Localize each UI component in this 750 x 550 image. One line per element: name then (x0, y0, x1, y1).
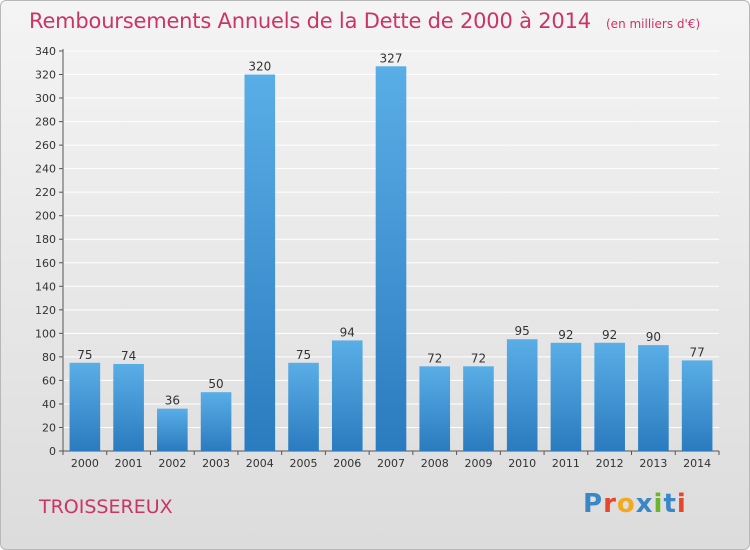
logo-letter: i (653, 489, 664, 519)
chart-title-block: Remboursements Annuels de la Dette de 20… (29, 9, 700, 33)
y-tick-label: 260 (35, 139, 56, 152)
y-tick-label: 40 (42, 398, 56, 411)
logo-letter: o (616, 489, 636, 519)
y-tick-label: 240 (35, 163, 56, 176)
logo-letter: i (676, 489, 687, 519)
x-tick-label: 2009 (464, 457, 492, 470)
bar (157, 408, 188, 451)
x-tick-label: 2004 (246, 457, 274, 470)
bar (681, 360, 713, 451)
x-tick-label: 2001 (115, 457, 143, 470)
data-label: 75 (77, 348, 92, 362)
bar (550, 342, 582, 451)
y-tick-label: 340 (35, 45, 56, 58)
bar (638, 345, 669, 451)
y-tick-label: 120 (35, 304, 56, 317)
x-tick-label: 2014 (683, 457, 711, 470)
data-label: 72 (471, 351, 486, 365)
data-label: 90 (646, 330, 661, 344)
data-label: 77 (689, 345, 704, 359)
y-tick-label: 80 (42, 351, 56, 364)
y-tick-label: 180 (35, 233, 56, 246)
bar (331, 340, 363, 451)
y-tick-label: 20 (42, 421, 56, 434)
bar-chart: 0 20 40 60 80 100 120 140 160 180 200 220 240 260 280 3… (35, 45, 720, 470)
data-label: 95 (515, 324, 530, 338)
data-label: 327 (380, 51, 403, 65)
bar (113, 363, 144, 451)
y-tick-label: 220 (35, 186, 56, 199)
bar (375, 66, 407, 451)
x-tick-label: 2002 (158, 457, 186, 470)
bar (200, 392, 232, 451)
data-label: 75 (296, 348, 311, 362)
logo-letter: P (583, 489, 604, 519)
bar (288, 362, 319, 451)
y-tick-label: 140 (35, 280, 56, 293)
bar (244, 74, 276, 451)
x-tick-label: 2006 (333, 457, 361, 470)
bar (419, 366, 451, 451)
x-tick-label: 2000 (71, 457, 99, 470)
x-tick-label: 2011 (552, 457, 580, 470)
unit-note: (en milliers d'€) (606, 17, 701, 31)
bar (506, 339, 538, 451)
x-tick-label: 2010 (508, 457, 536, 470)
logo-letter: t (663, 489, 677, 519)
data-label: 50 (208, 377, 223, 391)
x-tick-label: 2003 (202, 457, 230, 470)
x-tick-label: 2008 (421, 457, 449, 470)
bar (463, 366, 494, 451)
y-tick-label: 300 (35, 92, 56, 105)
x-tick-label: 2013 (639, 457, 667, 470)
data-label: 74 (121, 349, 136, 363)
bar (594, 342, 625, 451)
proxiti-logo: Proxiti (583, 489, 687, 519)
y-tick-label: 160 (35, 257, 56, 270)
data-label: 92 (558, 328, 573, 342)
x-tick-label: 2012 (596, 457, 624, 470)
logo-letter: r (603, 489, 617, 519)
data-label: 320 (248, 60, 271, 74)
data-label: 36 (165, 394, 180, 408)
y-tick-label: 200 (35, 210, 56, 223)
y-tick-label: 100 (35, 327, 56, 340)
x-tick-label: 2005 (290, 457, 318, 470)
y-tick-label: 280 (35, 116, 56, 129)
data-label: 94 (340, 325, 355, 339)
bar (69, 362, 101, 451)
logo-letter: x (635, 489, 654, 519)
y-tick-label: 320 (35, 69, 56, 82)
y-tick-label: 0 (49, 445, 56, 458)
data-label: 92 (602, 328, 617, 342)
city-name: TROISSEREUX (39, 496, 173, 518)
chart-title: Remboursements Annuels de la Dette de 20… (29, 9, 591, 33)
y-tick-label: 60 (42, 374, 56, 387)
x-tick-label: 2007 (377, 457, 405, 470)
data-label: 72 (427, 351, 442, 365)
